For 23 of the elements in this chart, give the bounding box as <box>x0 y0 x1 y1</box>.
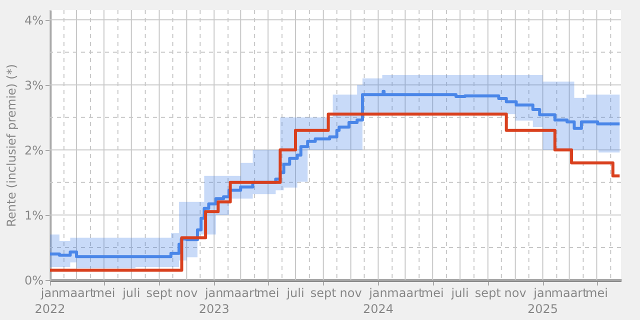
x-tick-label: sept <box>310 286 337 300</box>
x-tick-label: maart <box>222 286 259 300</box>
x-tick-label: juli <box>122 286 140 300</box>
x-tick-label: nov <box>504 286 526 300</box>
y-tick-label: 0% <box>24 274 44 288</box>
y-tick-label: 1% <box>24 208 44 222</box>
y-tick-label: 4% <box>24 13 44 28</box>
x-tick-label: juli <box>286 286 304 300</box>
y-tick-label: 3% <box>24 78 44 92</box>
x-tick-label: mei <box>256 286 280 300</box>
x-tick-label: juli <box>450 286 469 300</box>
y-tick-label: 2% <box>24 143 44 158</box>
x-tick-label: maart <box>551 286 588 300</box>
x-tick-label: nov <box>176 286 198 300</box>
x-tick-label: mei <box>586 286 608 300</box>
x-tick-label: sept <box>146 286 173 300</box>
x-tick-label: mei <box>92 286 116 300</box>
x-tick-label: maart <box>58 286 95 300</box>
y-axis-title: Rente (inclusief premie) (*) <box>4 64 18 227</box>
x-tick-label: maart <box>387 286 424 300</box>
x-tick-label: mei <box>421 286 444 300</box>
x-tick-label: nov <box>340 286 362 300</box>
x-tick-label: sept <box>474 286 502 300</box>
